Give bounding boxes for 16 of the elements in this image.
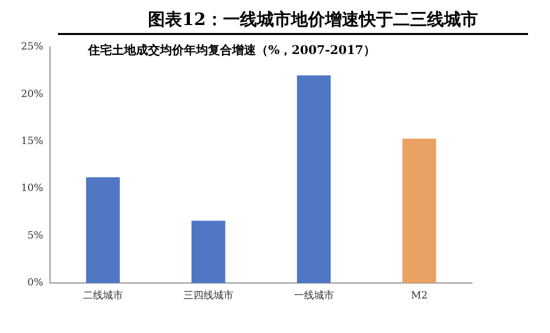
chart-title: 图表12：一线城市地价增速快于二三线城市 — [58, 8, 528, 35]
bar — [296, 75, 331, 283]
y-tick-label: 15% — [20, 136, 44, 147]
bar — [402, 138, 436, 283]
y-tick-label: 0% — [27, 278, 44, 289]
y-tick-label: 5% — [27, 230, 44, 242]
bar — [192, 220, 226, 283]
bar — [86, 177, 120, 283]
x-tick-label: 一线城市 — [294, 290, 334, 302]
y-tick-label: 20% — [20, 88, 44, 100]
y-tick-label: 10% — [20, 183, 44, 194]
y-tick-label: 25% — [20, 42, 44, 53]
x-tick-label: M2 — [410, 290, 428, 302]
x-tick-label: 二线城市 — [82, 290, 123, 302]
chart-subtitle: 住宅土地成交均价年均复合增速（%，2007-2017） — [87, 43, 376, 58]
x-tick-label: 三四线城市 — [183, 290, 234, 302]
